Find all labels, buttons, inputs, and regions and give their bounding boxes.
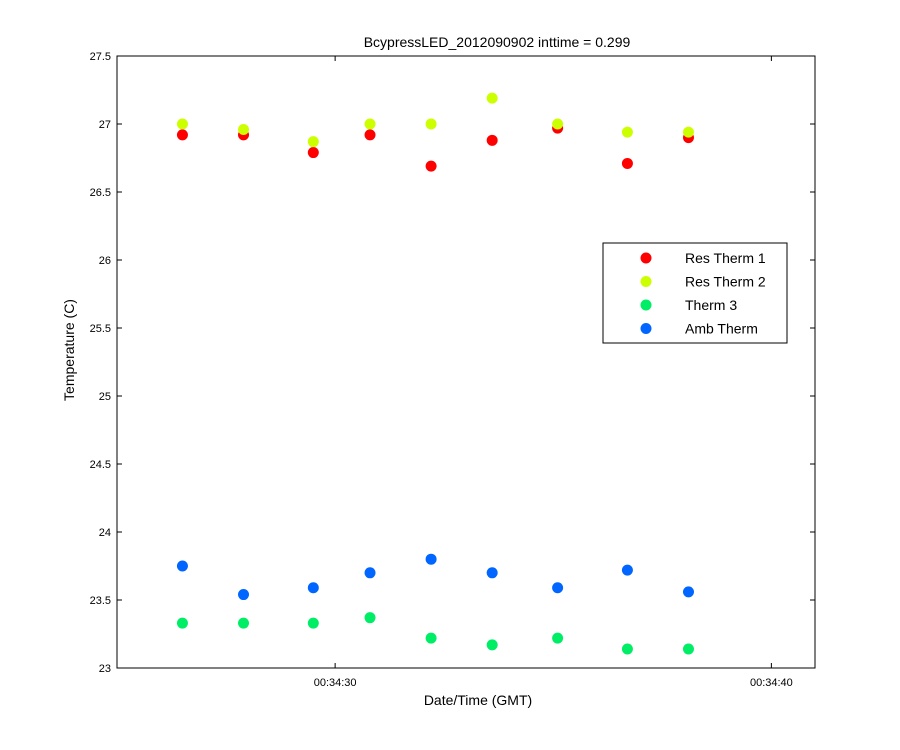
legend-box (602, 242, 788, 344)
legend: Res Therm 1 Res Therm 2 Therm 3 Amb Therm (602, 242, 788, 344)
y-tick-label: 25 (99, 391, 111, 403)
data-point (238, 617, 250, 629)
y-tick-label: 23 (99, 663, 111, 675)
data-point (552, 118, 564, 130)
data-point (425, 160, 437, 172)
x-axis-label: Date/Time (GMT) (424, 692, 532, 708)
y-tick-label: 25.5 (90, 323, 111, 335)
data-point (176, 118, 188, 130)
plot-area (117, 56, 815, 668)
axis-ticks: 23 23.5 24 24.5 25 25.5 26 26.5 27 27.5 00:34:30 00… (90, 51, 815, 689)
legend-label: Amb Therm (685, 321, 758, 337)
data-point (307, 147, 319, 159)
data-point (621, 157, 633, 169)
data-point (425, 553, 437, 565)
data-point (364, 567, 376, 579)
data-point (364, 118, 376, 130)
data-point (682, 586, 694, 598)
data-point (307, 582, 319, 594)
series-res-therm-2 (176, 92, 694, 148)
data-point (425, 632, 437, 644)
y-tick-label: 27 (99, 119, 111, 131)
data-point (682, 126, 694, 138)
x-tick-label: 00:34:40 (750, 677, 793, 689)
data-point (238, 589, 250, 601)
data-points (176, 92, 694, 655)
y-tick-label: 26 (99, 255, 111, 267)
series-amb-therm (176, 553, 694, 601)
data-point (307, 136, 319, 148)
legend-marker (640, 252, 652, 264)
x-tick-label: 00:34:30 (314, 677, 357, 689)
data-point (621, 126, 633, 138)
data-point (307, 617, 319, 629)
data-point (364, 612, 376, 624)
y-axis-label: Temperature (C) (61, 299, 77, 401)
y-tick-label: 24 (99, 527, 111, 539)
data-point (425, 118, 437, 130)
data-point (486, 639, 498, 651)
y-tick-label: 24.5 (90, 459, 111, 471)
data-point (552, 582, 564, 594)
legend-marker (640, 323, 652, 334)
data-point (486, 567, 498, 579)
legend-marker (640, 299, 652, 311)
data-point (552, 632, 564, 644)
data-point (621, 564, 633, 576)
y-tick-label: 26.5 (90, 187, 111, 199)
data-point (176, 560, 188, 572)
y-tick-label: 27.5 (90, 51, 111, 63)
data-point (176, 617, 188, 629)
chart-title: BcypressLED_2012090902 inttime = 0.299 (364, 34, 631, 50)
legend-label: Res Therm 2 (685, 274, 766, 290)
y-tick-label: 23.5 (90, 595, 111, 607)
legend-marker (640, 276, 652, 287)
legend-label: Res Therm 1 (685, 250, 766, 266)
data-point (486, 92, 498, 104)
data-point (486, 134, 498, 146)
data-point (238, 123, 250, 135)
data-point (176, 129, 188, 141)
legend-label: Therm 3 (685, 297, 737, 313)
data-point (364, 129, 376, 141)
data-point (682, 643, 694, 655)
plot-frame (116, 55, 816, 669)
series-therm-3 (176, 612, 694, 655)
data-point (621, 643, 633, 655)
